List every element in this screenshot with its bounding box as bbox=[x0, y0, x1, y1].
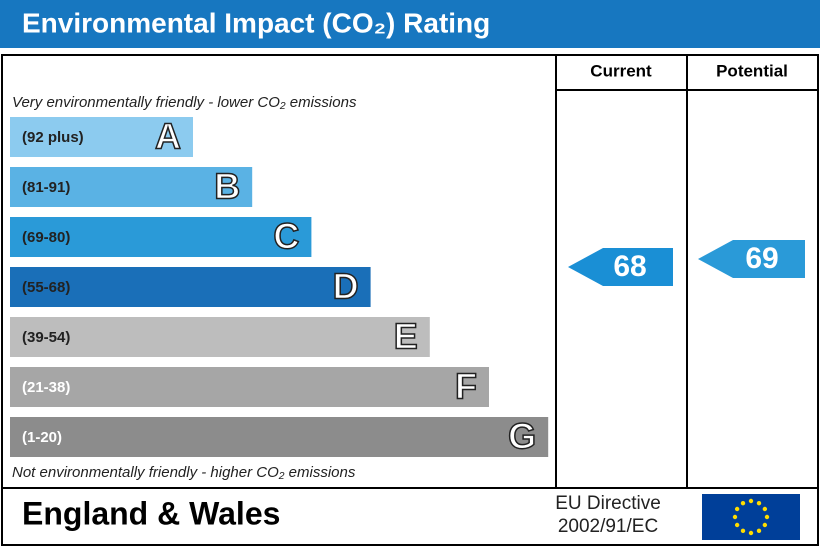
potential-arrow bbox=[698, 240, 805, 278]
star bbox=[740, 528, 746, 534]
band-letter: B bbox=[214, 166, 240, 207]
eu-stars bbox=[732, 498, 770, 536]
band bbox=[10, 317, 430, 357]
star bbox=[734, 506, 740, 512]
star bbox=[740, 500, 746, 506]
band bbox=[10, 417, 549, 457]
band bbox=[10, 117, 193, 157]
potential-rating: 69 bbox=[745, 242, 778, 275]
bottom-note: Not environmentally friendly - higher CO… bbox=[12, 464, 356, 481]
band-range: (81-91) bbox=[22, 179, 70, 196]
title-bar bbox=[0, 0, 820, 48]
star bbox=[762, 506, 768, 512]
band-letter: E bbox=[394, 316, 418, 357]
band-range: (92 plus) bbox=[22, 129, 84, 146]
band bbox=[10, 267, 371, 307]
directive: EU Directive bbox=[555, 493, 661, 514]
star bbox=[732, 514, 738, 520]
star bbox=[748, 530, 754, 536]
directive: 2002/91/EC bbox=[558, 516, 658, 537]
top-note: Very environmentally friendly - lower CO… bbox=[12, 94, 357, 111]
band-range: (55-68) bbox=[22, 279, 70, 296]
star bbox=[762, 522, 768, 528]
column-header: Potential bbox=[716, 61, 788, 80]
star bbox=[734, 522, 740, 528]
current-arrow bbox=[568, 248, 673, 286]
footer-frame bbox=[1, 487, 819, 546]
band-range: (39-54) bbox=[22, 329, 70, 346]
star bbox=[756, 528, 762, 534]
band-letter: D bbox=[333, 266, 359, 307]
title: Environmental Impact (CO₂) Rating bbox=[22, 7, 490, 38]
region: England & Wales bbox=[22, 495, 280, 531]
band bbox=[10, 367, 489, 407]
band-letter: C bbox=[273, 216, 299, 257]
band-range: (1-20) bbox=[22, 429, 62, 446]
band-letter: G bbox=[508, 416, 536, 457]
band-range: (21-38) bbox=[22, 379, 70, 396]
star bbox=[756, 500, 762, 506]
star bbox=[764, 514, 770, 520]
band-letter: A bbox=[155, 116, 181, 157]
band bbox=[10, 217, 312, 257]
band-letter: F bbox=[455, 366, 477, 407]
current-rating: 68 bbox=[613, 250, 646, 283]
column-header: Current bbox=[590, 61, 652, 80]
band-range: (69-80) bbox=[22, 229, 70, 246]
star bbox=[748, 498, 754, 504]
band bbox=[10, 167, 253, 207]
